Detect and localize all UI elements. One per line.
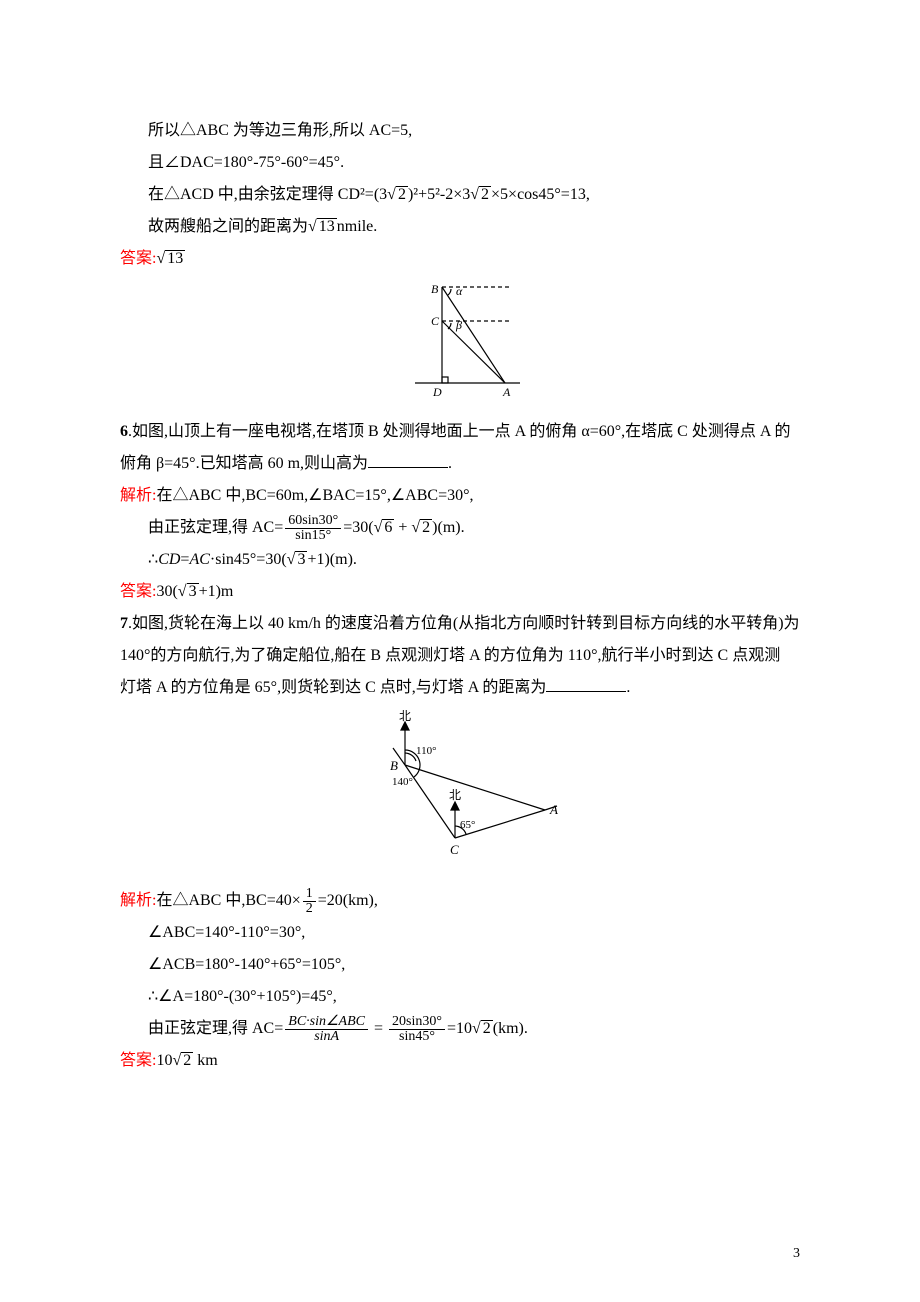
svg-text:B: B: [390, 758, 398, 773]
alpha-label: α: [456, 284, 463, 298]
sqrt: √6: [374, 512, 395, 544]
intro-line-1: 所以△ABC 为等边三角形,所以 AC=5,: [120, 115, 800, 147]
blank: [546, 675, 626, 692]
text: +: [394, 519, 411, 536]
q7-line-2: 140°的方向航行,为了确定船位,船在 B 点观测灯塔 A 的方位角为 110°…: [120, 640, 800, 672]
text: km: [193, 1052, 217, 1069]
q7-jiexi-2: ∠ABC=140°-110°=30°,: [120, 917, 800, 949]
intro-line-3: 在△ACD 中,由余弦定理得 CD²=(3√2)²+5²-2×3√2×5×cos…: [120, 179, 800, 211]
sqrt: √13: [156, 243, 185, 275]
sqrt: √2: [411, 512, 432, 544]
text: 由正弦定理,得 AC=: [148, 519, 283, 536]
sqrt: √2: [472, 1013, 493, 1045]
text: 在△ABC 中,BC=60m,∠BAC=15°,∠ABC=30°,: [156, 487, 473, 504]
answer-label: 答案:: [120, 583, 156, 600]
text: 俯角 β=45°.已知塔高 60 m,则山高为: [120, 455, 368, 472]
q6-jiexi-2: 由正弦定理,得 AC=60sin30°sin15°=30(√6 + √2)(m)…: [120, 512, 800, 544]
text: +1)m: [199, 583, 234, 600]
q7-jiexi-1: 解析:在△ABC 中,BC=40×12=20(km),: [120, 885, 800, 917]
q7-number: 7: [120, 615, 128, 632]
text: .如图,山顶上有一座电视塔,在塔顶 B 处测得地面上一点 A 的俯角 α=60°…: [128, 423, 791, 440]
text: 灯塔 A 的方位角是 65°,则货轮到达 C 点时,与灯塔 A 的距离为: [120, 679, 546, 696]
q6-number: 6: [120, 423, 128, 440]
q6-line-1: 6.如图,山顶上有一座电视塔,在塔顶 B 处测得地面上一点 A 的俯角 α=60…: [120, 416, 800, 448]
svg-text:北: 北: [449, 788, 461, 802]
q7-jiexi-5: 由正弦定理,得 AC=BC·sin∠ABCsinA = 20sin30°sin4…: [120, 1013, 800, 1045]
text: ×5×cos45°=13,: [491, 186, 590, 203]
sqrt: √3: [287, 544, 308, 576]
text: )²+5²-2×3: [408, 186, 470, 203]
text: .: [448, 455, 452, 472]
svg-text:140°: 140°: [392, 776, 413, 788]
text: 故两艘船之间的距离为: [148, 218, 308, 235]
answer-label: 答案:: [120, 1052, 156, 1069]
answer-label: 答案:: [120, 250, 156, 267]
svg-text:B: B: [431, 282, 439, 296]
q6-answer: 答案:30(√3+1)m: [120, 576, 800, 608]
text: =20(km),: [318, 892, 378, 909]
text: 由正弦定理,得 AC=: [148, 1020, 283, 1037]
svg-text:A: A: [502, 385, 511, 399]
sqrt: √3: [178, 576, 199, 608]
text: .: [626, 679, 630, 696]
intro-line-4: 故两艘船之间的距离为√13nmile.: [120, 211, 800, 243]
text: =: [370, 1020, 387, 1037]
fraction: BC·sin∠ABCsinA: [285, 1015, 368, 1044]
intro-line-2: 且∠DAC=180°-75°-60°=45°.: [120, 147, 800, 179]
fraction: 12: [303, 887, 316, 916]
svg-text:D: D: [432, 385, 442, 399]
text: 在△ABC 中,BC=40×: [156, 892, 300, 909]
text: 30(: [156, 583, 177, 600]
sqrt: √13: [308, 211, 337, 243]
svg-text:65°: 65°: [460, 819, 475, 831]
jiexi-label: 解析:: [120, 892, 156, 909]
text: )(m).: [432, 519, 464, 536]
q7-answer: 答案:10√2 km: [120, 1045, 800, 1077]
svg-text:110°: 110°: [416, 745, 437, 757]
sqrt: √2: [387, 179, 408, 211]
text: (km).: [493, 1020, 528, 1037]
q7-jiexi-4: ∴∠A=180°-(30°+105°)=45°,: [120, 981, 800, 1013]
text: =30(: [343, 519, 373, 536]
svg-text:C: C: [431, 314, 440, 328]
svg-text:C: C: [450, 842, 459, 857]
text: 10: [156, 1052, 172, 1069]
page-root: 所以△ABC 为等边三角形,所以 AC=5, 且∠DAC=180°-75°-60…: [0, 0, 920, 1302]
figure-tower: B C D A α β: [120, 281, 800, 406]
intro-answer: 答案:√13: [120, 243, 800, 275]
text: =10: [447, 1020, 472, 1037]
sqrt: √2: [470, 179, 491, 211]
sqrt: √2: [172, 1045, 193, 1077]
therefore-icon: ∴: [148, 551, 158, 568]
q6-line-2: 俯角 β=45°.已知塔高 60 m,则山高为.: [120, 448, 800, 480]
q7-jiexi-3: ∠ACB=180°-140°+65°=105°,: [120, 949, 800, 981]
svg-text:A: A: [549, 802, 558, 817]
q6-jiexi-1: 解析:在△ABC 中,BC=60m,∠BAC=15°,∠ABC=30°,: [120, 480, 800, 512]
figure-bearing: 北 北 B C A 110° 140° 65°: [120, 710, 800, 875]
text: .如图,货轮在海上以 40 km/h 的速度沿着方位角(从指北方向顺时针转到目标…: [128, 615, 800, 632]
svg-text:北: 北: [399, 710, 411, 723]
jiexi-label: 解析:: [120, 487, 156, 504]
blank: [368, 451, 448, 468]
q7-line-1: 7.如图,货轮在海上以 40 km/h 的速度沿着方位角(从指北方向顺时针转到目…: [120, 608, 800, 640]
q7-line-3: 灯塔 A 的方位角是 65°,则货轮到达 C 点时,与灯塔 A 的距离为.: [120, 672, 800, 704]
q6-jiexi-3: ∴CD=AC·sin45°=30(√3+1)(m).: [120, 544, 800, 576]
text: 在△ACD 中,由余弦定理得 CD²=(3: [148, 186, 387, 203]
fraction: 60sin30°sin15°: [285, 514, 341, 543]
fraction: 20sin30°sin45°: [389, 1015, 445, 1044]
page-number: 3: [793, 1246, 800, 1262]
text: nmile.: [337, 218, 377, 235]
beta-label: β: [455, 318, 462, 332]
